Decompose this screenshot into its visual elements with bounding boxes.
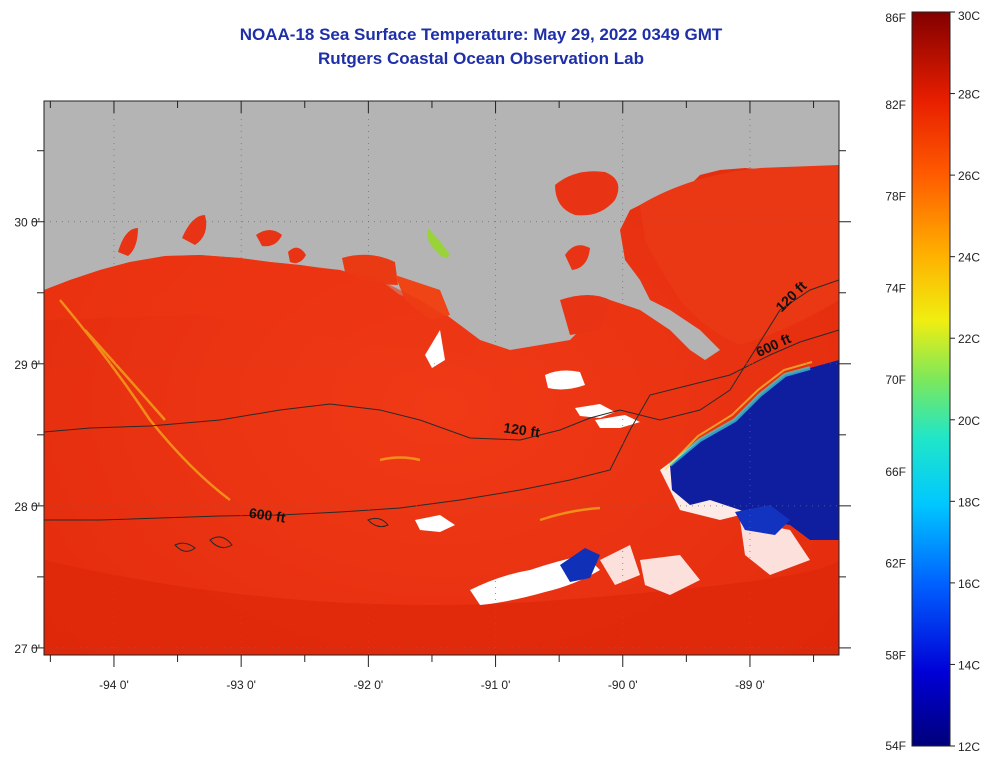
lon-tick-label: -90 0': [608, 678, 638, 692]
lon-tick-label: -89 0': [735, 678, 765, 692]
colorbar: 86F 82F 78F 74F 70F 66F 62F 58F 54F 30C 28C 26C 24C…: [885, 9, 980, 754]
colorbar-f-label: 62F: [885, 557, 906, 571]
colorbar-c-label: 28C: [958, 88, 980, 102]
cold-pool-edge: [668, 366, 811, 467]
colorbar-c-label: 14C: [958, 658, 980, 672]
latitude-labels: 30 0' 29 0' 28 0' 27 0': [14, 216, 40, 656]
map-panel: [44, 101, 839, 655]
lat-tick-label: 30 0': [14, 216, 40, 230]
colorbar-c-label: 12C: [958, 740, 980, 754]
deep-water-shade: [44, 560, 839, 655]
colorbar-c-label: 22C: [958, 332, 980, 346]
white-lake: [256, 230, 282, 247]
lon-tick-label: -92 0': [354, 678, 384, 692]
colorbar-c-label: 18C: [958, 495, 980, 509]
colorbar-c-label: 26C: [958, 169, 980, 183]
land-mass: [44, 101, 839, 360]
barataria-bay: [560, 295, 610, 335]
graticule-grid: [44, 101, 839, 655]
colorbar-f-label: 74F: [885, 281, 906, 295]
bathymetry-contours: [44, 279, 839, 552]
colorbar-f-label: 78F: [885, 190, 906, 204]
cold-water-pool: [560, 360, 839, 582]
lat-tick-label: 29 0': [14, 358, 40, 372]
map-frame: [43, 100, 840, 656]
sabine-lake-east: [182, 215, 207, 245]
contour-600ft: [44, 329, 839, 521]
lon-tick-label: -93 0': [226, 678, 256, 692]
contour-label: 600 ft: [248, 505, 287, 526]
lake-maurepas: [565, 245, 590, 270]
colorbar-fahrenheit-labels: 86F 82F 78F 74F 70F 66F 62F 58F 54F: [885, 11, 906, 753]
contour-120ft-west: [44, 279, 839, 441]
map-title: NOAA-18 Sea Surface Temperature: May 29,…: [239, 25, 723, 44]
colorbar-c-label: 24C: [958, 251, 980, 265]
colorbar-c-label: 20C: [958, 414, 980, 428]
lake-pontchartrain: [555, 171, 619, 216]
colorbar-frame: [911, 11, 951, 747]
lat-tick-label: 27 0': [14, 642, 40, 656]
lon-tick-label: -94 0': [99, 678, 129, 692]
map-subtitle: Rutgers Coastal Ocean Observation Lab: [318, 49, 644, 68]
colorbar-f-label: 82F: [885, 98, 906, 112]
colorbar-f-label: 54F: [885, 739, 906, 753]
coastal-strip: [44, 255, 480, 355]
grand-lake: [288, 247, 306, 264]
greenish-lake: [427, 228, 450, 258]
lon-tick-label: -91 0': [481, 678, 511, 692]
calcasieu-lake: [118, 228, 138, 256]
breton-sound: [640, 165, 839, 345]
colorbar-celsius-labels: 30C 28C 26C 24C 22C 20C 18C 16C 14C 12C: [950, 9, 980, 754]
colorbar-f-label: 58F: [885, 648, 906, 662]
colorbar-f-label: 70F: [885, 373, 906, 387]
colorbar-c-label: 30C: [958, 9, 980, 23]
colorbar-f-label: 66F: [885, 465, 906, 479]
colorbar-c-label: 16C: [958, 577, 980, 591]
longitude-labels: -94 0' -93 0' -92 0' -91 0' -90 0' -89 0': [99, 678, 765, 692]
lat-tick-label: 28 0': [14, 500, 40, 514]
atchafalaya-bay: [395, 275, 450, 320]
contour-label: 120 ft: [502, 419, 541, 440]
colorbar-f-label: 86F: [885, 11, 906, 25]
axis-ticks: [32, 101, 851, 667]
warm-filaments: [59, 299, 601, 522]
colorbar-gradient: [912, 12, 950, 746]
vermilion-bay: [342, 254, 398, 285]
